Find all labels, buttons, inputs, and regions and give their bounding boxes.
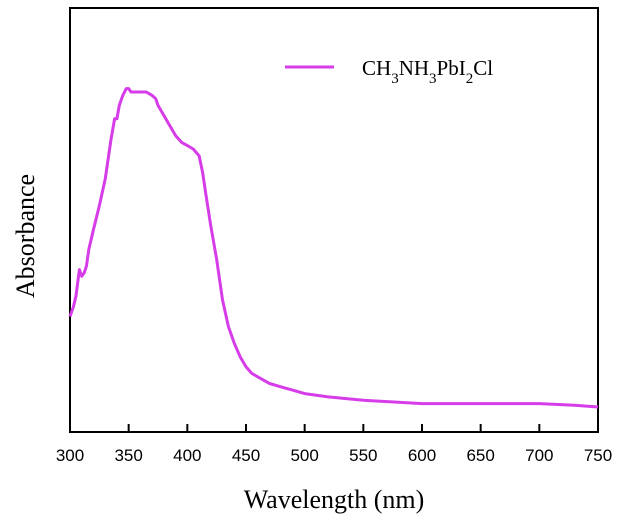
x-axis-tick-labels: 300 350 400 450 500 550 600 650 700 750 xyxy=(56,446,612,465)
x-tick-label: 550 xyxy=(349,446,377,465)
y-axis-title: Absorbance xyxy=(11,174,40,298)
x-axis-ticks xyxy=(69,424,599,432)
x-tick-label: 500 xyxy=(290,446,318,465)
x-tick-label: 350 xyxy=(114,446,142,465)
plot-frame xyxy=(69,7,599,433)
x-axis-title: Wavelength (nm) xyxy=(244,485,425,514)
x-tick-label: 450 xyxy=(232,446,260,465)
x-tick-label: 400 xyxy=(173,446,201,465)
legend-label: CH3NH3PbI2Cl xyxy=(362,56,493,87)
x-tick-label: 600 xyxy=(408,446,436,465)
series-line xyxy=(68,87,599,409)
x-tick-label: 300 xyxy=(56,446,84,465)
x-tick-label: 650 xyxy=(466,446,494,465)
x-tick-label: 750 xyxy=(584,446,612,465)
x-tick-label: 700 xyxy=(525,446,553,465)
